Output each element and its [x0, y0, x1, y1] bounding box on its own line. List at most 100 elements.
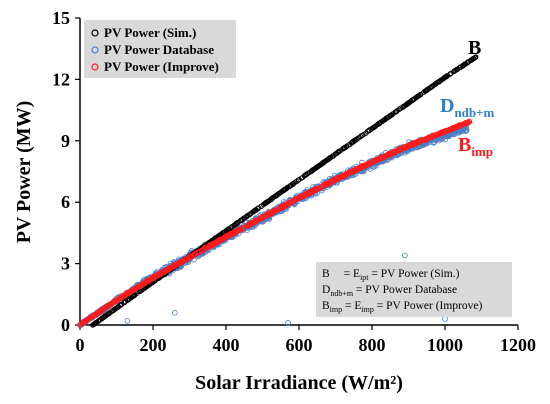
point-improve — [295, 195, 302, 202]
note-line-1: B = Eipt = PV Power (Sim.) — [322, 268, 460, 282]
point-improve — [223, 233, 229, 240]
point-improve — [336, 174, 343, 181]
point-improve — [116, 295, 123, 302]
legend-box — [84, 20, 236, 78]
point-sim — [356, 135, 362, 141]
point-sim — [287, 183, 294, 189]
point-improve — [442, 128, 449, 135]
point-improve — [461, 121, 468, 127]
point-improve — [376, 156, 383, 162]
point-sim — [99, 315, 105, 322]
point-improve — [331, 176, 338, 183]
point-sim — [448, 70, 454, 76]
legend-label-improve: PV Power (Improve) — [104, 59, 219, 74]
point-sim — [369, 125, 375, 131]
point-improve — [411, 140, 418, 147]
point-sim — [349, 140, 355, 146]
point-improve — [164, 266, 171, 273]
point-improve — [429, 134, 436, 140]
point-sim — [335, 149, 341, 155]
point-sim — [459, 63, 465, 69]
point-improve — [170, 263, 177, 269]
y-tick-label: 12 — [52, 69, 70, 89]
point-improve — [88, 314, 94, 321]
series-improve — [77, 118, 473, 328]
y-tick-label: 9 — [61, 131, 70, 151]
point-sim — [268, 197, 274, 203]
legend-marker-sim — [91, 29, 99, 37]
note-line-3: Bimp = Eimp = PV Power (Improve) — [322, 300, 482, 314]
point-improve — [207, 242, 214, 248]
outlier-database — [402, 252, 408, 259]
point-sim — [279, 188, 285, 194]
legend-marker-improve — [91, 63, 99, 71]
point-sim — [329, 153, 336, 159]
point-sim — [309, 167, 315, 173]
point-improve — [142, 280, 148, 286]
point-sim — [308, 168, 314, 174]
outlier-database — [172, 309, 178, 316]
point-improve — [271, 208, 278, 214]
point-improve — [358, 164, 365, 171]
x-tick-label: 600 — [286, 335, 313, 355]
point-improve — [230, 230, 236, 237]
point-sim — [342, 144, 348, 150]
annotation-b-imp: Bimp — [458, 134, 493, 159]
point-sim — [315, 163, 321, 170]
point-improve — [438, 130, 445, 136]
x-tick-label: 200 — [140, 335, 167, 355]
point-improve — [278, 205, 285, 211]
point-sim — [274, 192, 281, 198]
point-improve — [179, 258, 185, 265]
point-sim — [442, 74, 448, 80]
point-improve — [95, 309, 102, 316]
point-improve — [209, 242, 216, 249]
point-improve — [271, 208, 277, 215]
point-improve — [322, 181, 329, 188]
point-improve — [365, 161, 371, 167]
point-sim — [287, 183, 293, 189]
point-sim — [241, 215, 247, 221]
point-improve — [109, 300, 116, 307]
point-improve — [298, 194, 305, 200]
x-tick-label: 400 — [213, 335, 240, 355]
point-sim — [319, 161, 325, 167]
point-improve — [165, 265, 172, 272]
note-box-background — [316, 262, 512, 317]
point-sim — [258, 203, 264, 209]
point-improve — [264, 211, 271, 217]
point-sim — [453, 67, 460, 73]
point-improve — [258, 215, 265, 221]
point-improve — [404, 144, 411, 150]
point-improve — [122, 292, 128, 298]
point-improve — [206, 243, 212, 250]
annotation-b: B — [468, 37, 481, 59]
point-sim — [269, 196, 275, 202]
point-improve — [357, 165, 364, 172]
point-improve — [193, 251, 199, 257]
point-sim — [247, 211, 253, 217]
point-improve — [330, 177, 337, 184]
point-sim — [105, 311, 111, 317]
point-improve — [340, 173, 346, 180]
point-improve — [290, 198, 297, 205]
point-improve — [225, 233, 232, 239]
definition-note-box: B = Eipt = PV Power (Sim.) Dndb+m = PV Po… — [316, 262, 512, 317]
point-improve — [303, 190, 310, 197]
outlier-database — [124, 318, 131, 324]
point-improve — [248, 221, 255, 227]
point-improve — [82, 318, 88, 325]
point-sim — [433, 80, 439, 87]
point-improve — [433, 132, 439, 139]
y-axis-title: PV Power (MW) — [13, 101, 35, 244]
annotation-d-ndbm: Dndb+m — [440, 95, 495, 120]
point-improve — [397, 147, 403, 153]
point-sim — [447, 71, 453, 77]
point-sim — [225, 226, 231, 232]
point-sim — [93, 320, 99, 326]
point-sim — [295, 177, 301, 183]
point-sim — [470, 56, 476, 62]
legend-label-database: PV Power Database — [104, 42, 214, 57]
point-improve — [306, 190, 313, 197]
